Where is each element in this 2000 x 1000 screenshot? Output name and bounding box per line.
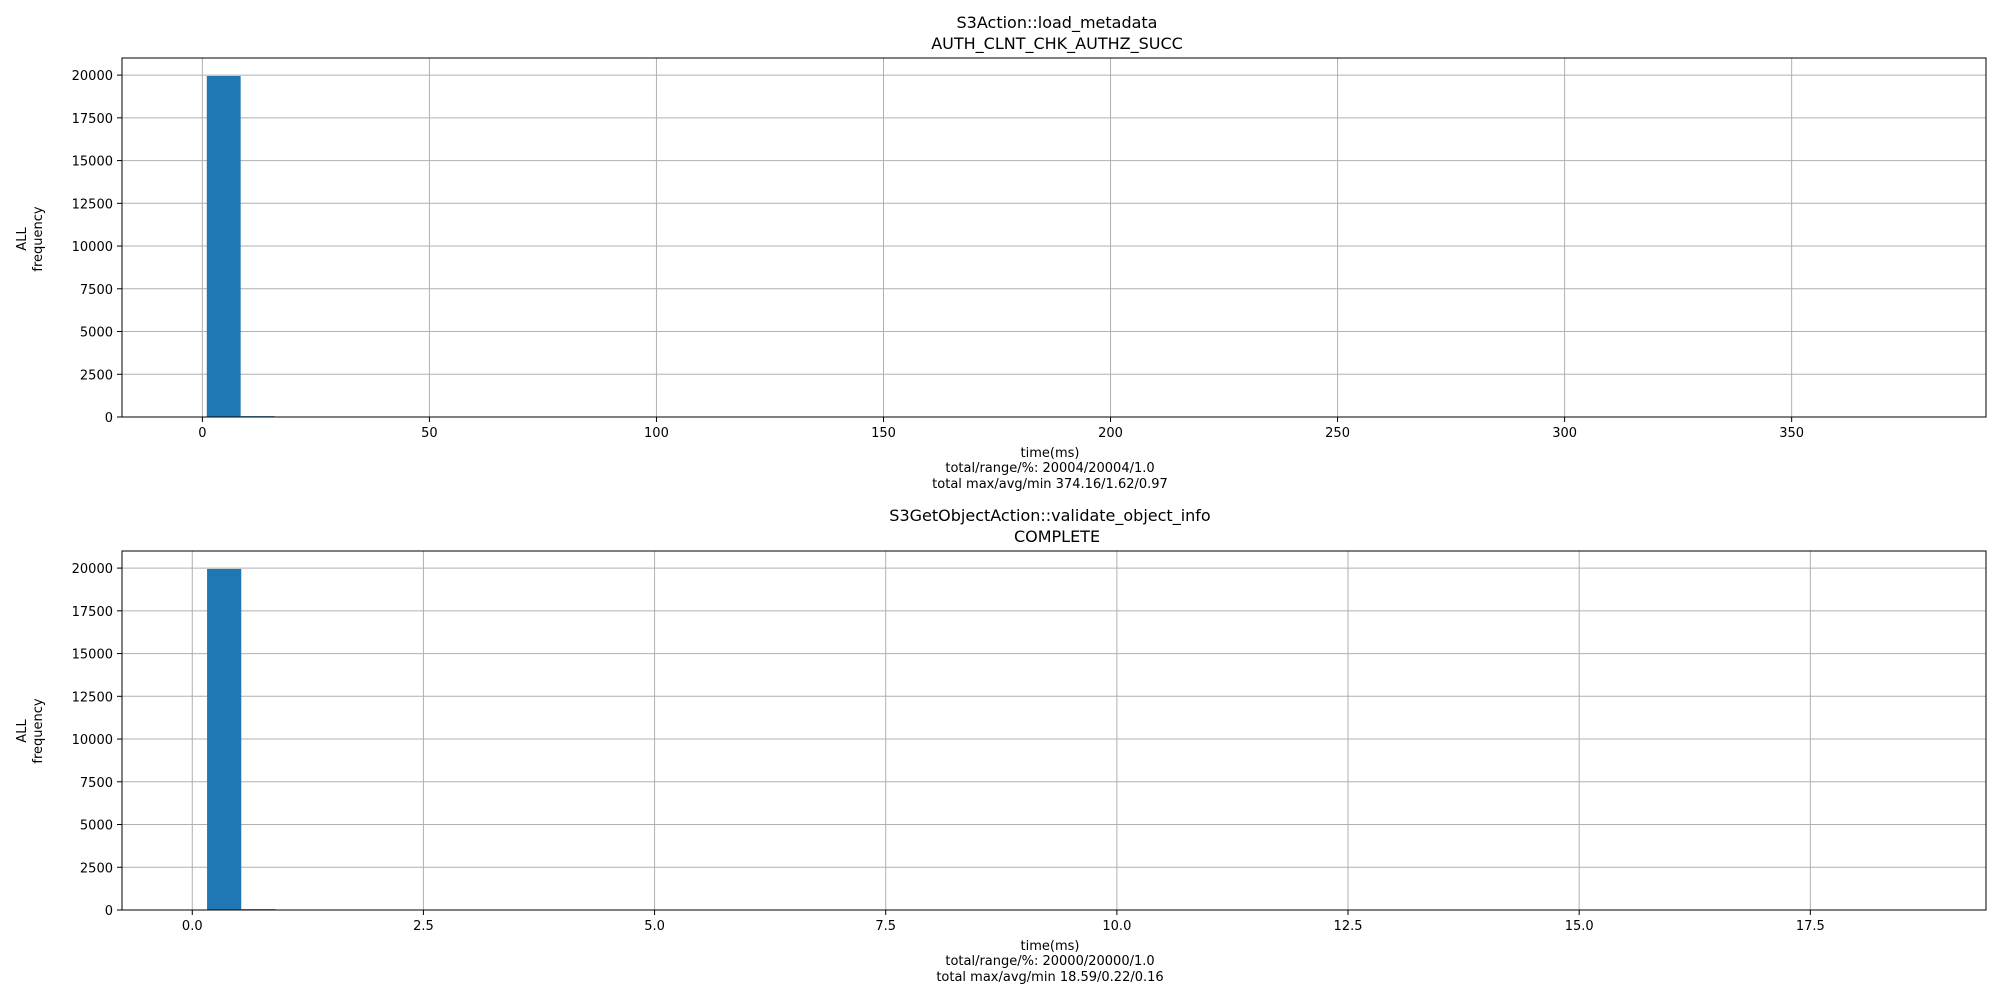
y-tick-label: 5000 bbox=[80, 819, 113, 834]
x-tick-label: 0.0 bbox=[182, 919, 203, 934]
x-tick-label: 10.0 bbox=[1102, 919, 1131, 934]
x-tick-label: 250 bbox=[1325, 426, 1350, 441]
y-tick-label: 10000 bbox=[72, 733, 113, 748]
x-tick-label: 15.0 bbox=[1565, 919, 1594, 934]
y-tick-label: 17500 bbox=[72, 112, 113, 127]
x-axis-ticks: 0 50 100 150 200 250 300 350 bbox=[198, 417, 1804, 441]
y-tick-label: 17500 bbox=[72, 605, 113, 620]
y-tick-label: 2500 bbox=[80, 861, 113, 876]
x-axis-ticks: 0.0 2.5 5.0 7.5 10.0 12.5 15.0 17.5 bbox=[182, 910, 1825, 934]
x-tick-label: 2.5 bbox=[413, 919, 434, 934]
x-tick-label: 5.0 bbox=[644, 919, 665, 934]
y-axis-label-line2: frequency bbox=[31, 206, 46, 272]
stats-max-avg-min: total max/avg/min 18.59/0.22/0.16 bbox=[936, 970, 1163, 985]
x-tick-label: 50 bbox=[421, 426, 438, 441]
y-tick-label: 10000 bbox=[72, 240, 113, 255]
x-tick-label: 17.5 bbox=[1796, 919, 1825, 934]
x-tick-label: 200 bbox=[1098, 426, 1123, 441]
histogram-bar bbox=[207, 568, 242, 910]
y-tick-label: 0 bbox=[105, 904, 113, 919]
y-tick-label: 7500 bbox=[80, 776, 113, 791]
x-axis-label: time(ms) bbox=[1021, 446, 1080, 461]
y-tick-label: 12500 bbox=[72, 197, 113, 212]
x-axis-label: time(ms) bbox=[1021, 939, 1080, 954]
y-axis-ticks: 0 2500 5000 7500 10000 12500 15000 17500 20000 bbox=[72, 69, 122, 426]
y-tick-label: 15000 bbox=[72, 155, 113, 170]
grid-lines bbox=[122, 58, 1986, 418]
chart-subtitle: COMPLETE bbox=[1014, 527, 1100, 546]
histogram-panel-load-metadata: S3Action::load_metadata AUTH_CLNT_CHK_AU… bbox=[15, 13, 1987, 492]
y-axis-label-line2: frequency bbox=[31, 698, 46, 764]
x-tick-label: 350 bbox=[1779, 426, 1804, 441]
plot-frame bbox=[121, 550, 1987, 911]
x-tick-label: 150 bbox=[871, 426, 896, 441]
y-axis-ticks: 0 2500 5000 7500 10000 12500 15000 17500 20000 bbox=[72, 562, 122, 919]
x-tick-label: 100 bbox=[644, 426, 669, 441]
y-tick-label: 20000 bbox=[72, 562, 113, 577]
y-axis-label-line1: ALL bbox=[15, 719, 30, 743]
histogram-bars bbox=[207, 568, 276, 910]
stats-total-range: total/range/%: 20004/20004/1.0 bbox=[945, 461, 1154, 476]
chart-title: S3Action::load_metadata bbox=[957, 13, 1158, 33]
plot-frame bbox=[121, 57, 1987, 418]
y-tick-label: 12500 bbox=[72, 690, 113, 705]
y-tick-label: 0 bbox=[105, 411, 113, 426]
x-tick-label: 12.5 bbox=[1334, 919, 1363, 934]
y-tick-label: 20000 bbox=[72, 69, 113, 84]
y-tick-label: 7500 bbox=[80, 283, 113, 298]
histogram-bars bbox=[206, 75, 275, 417]
y-tick-label: 5000 bbox=[80, 326, 113, 341]
y-axis-label-line1: ALL bbox=[15, 227, 30, 251]
stats-max-avg-min: total max/avg/min 374.16/1.62/0.97 bbox=[932, 477, 1168, 492]
y-tick-label: 15000 bbox=[72, 648, 113, 663]
x-tick-label: 7.5 bbox=[875, 919, 896, 934]
histogram-panel-validate-object-info: S3GetObjectAction::validate_object_info … bbox=[15, 506, 1987, 985]
y-tick-label: 2500 bbox=[80, 368, 113, 383]
histogram-bar bbox=[206, 75, 241, 417]
chart-subtitle: AUTH_CLNT_CHK_AUTHZ_SUCC bbox=[931, 34, 1183, 54]
x-tick-label: 300 bbox=[1552, 426, 1577, 441]
chart-title: S3GetObjectAction::validate_object_info bbox=[889, 506, 1210, 526]
x-tick-label: 0 bbox=[198, 426, 206, 441]
stats-total-range: total/range/%: 20000/20000/1.0 bbox=[945, 954, 1154, 969]
